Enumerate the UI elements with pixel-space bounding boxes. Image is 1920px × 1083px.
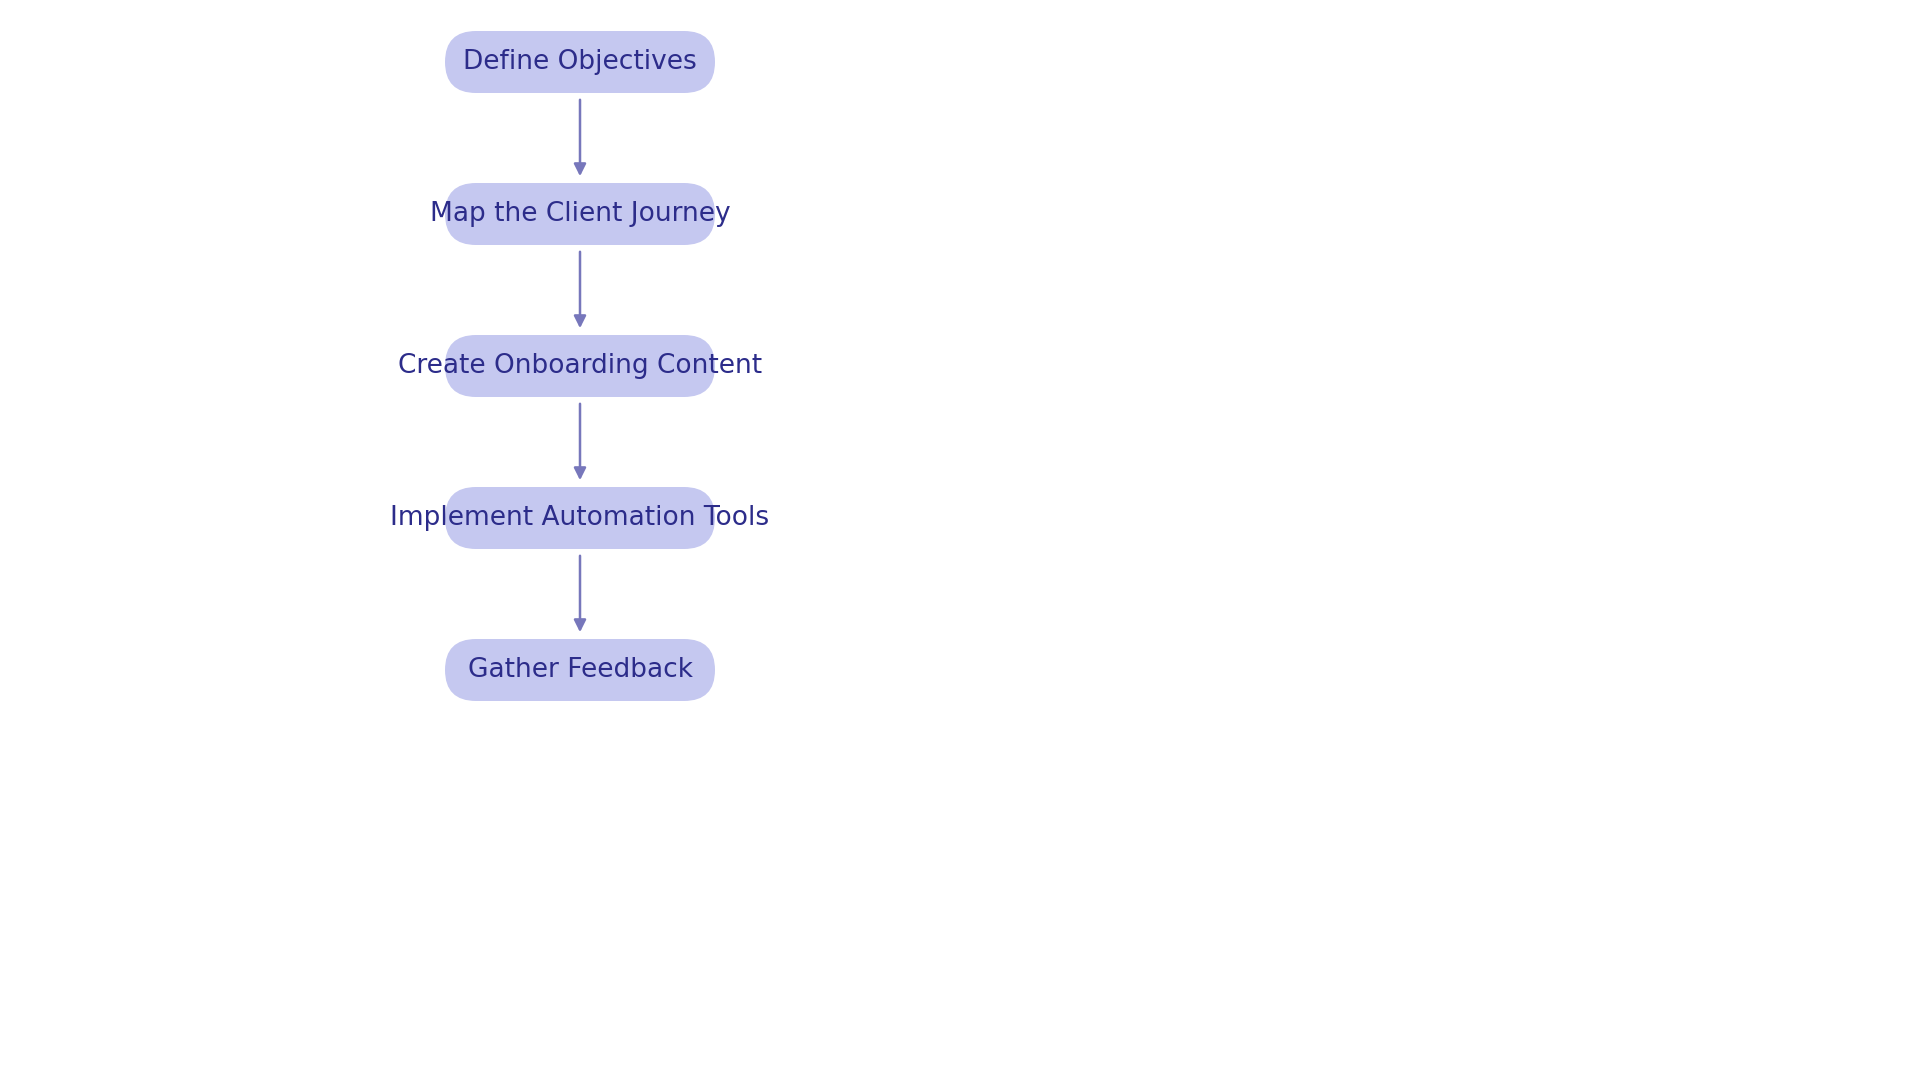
FancyBboxPatch shape — [445, 335, 714, 397]
Text: Gather Feedback: Gather Feedback — [467, 657, 693, 683]
FancyBboxPatch shape — [445, 639, 714, 701]
Text: Create Onboarding Content: Create Onboarding Content — [397, 353, 762, 379]
Text: Map the Client Journey: Map the Client Journey — [430, 201, 730, 227]
FancyBboxPatch shape — [445, 31, 714, 93]
FancyBboxPatch shape — [445, 183, 714, 245]
Text: Implement Automation Tools: Implement Automation Tools — [390, 505, 770, 531]
Text: Define Objectives: Define Objectives — [463, 49, 697, 75]
FancyBboxPatch shape — [445, 487, 714, 549]
